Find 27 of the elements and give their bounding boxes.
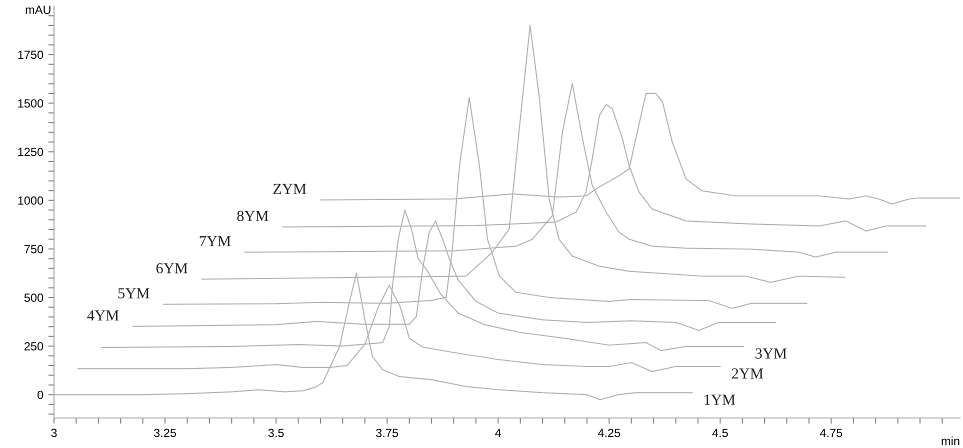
x-tick-label: 4.75: [820, 428, 842, 438]
x-tick-label: 4.5: [712, 428, 728, 438]
series-label: 1YM: [704, 394, 736, 405]
series-label: 6YM: [156, 263, 188, 274]
x-axis-title: min: [942, 436, 960, 446]
series-label: 4YM: [87, 310, 119, 320]
series-label: 8YM: [237, 210, 268, 222]
x-tick-label: 3.75: [376, 428, 398, 438]
x-tick-label: 3.5: [268, 428, 284, 438]
y-axis-title: mAU: [26, 6, 50, 14]
y-tick-label: 1750: [18, 50, 44, 59]
y-tick-label: 1500: [18, 99, 44, 108]
series-label: 2YM: [732, 368, 764, 379]
series-label: ZYM: [273, 184, 306, 194]
x-tick-label: 3: [51, 428, 57, 438]
y-tick-label: 1000: [18, 196, 44, 205]
y-tick-label: 500: [24, 294, 44, 302]
series-label: 7YM: [200, 236, 231, 246]
y-tick-label: 250: [24, 342, 44, 350]
series-label: 5YM: [118, 288, 150, 298]
x-tick-label: 3.25: [154, 428, 176, 438]
y-tick-label: 750: [24, 244, 44, 254]
y-tick-label: 0: [37, 390, 44, 400]
x-tick-label: 4: [495, 428, 502, 437]
y-tick-label: 1250: [18, 148, 44, 156]
series-label: 3YM: [756, 348, 787, 359]
x-tick-label: 4.25: [598, 428, 620, 438]
